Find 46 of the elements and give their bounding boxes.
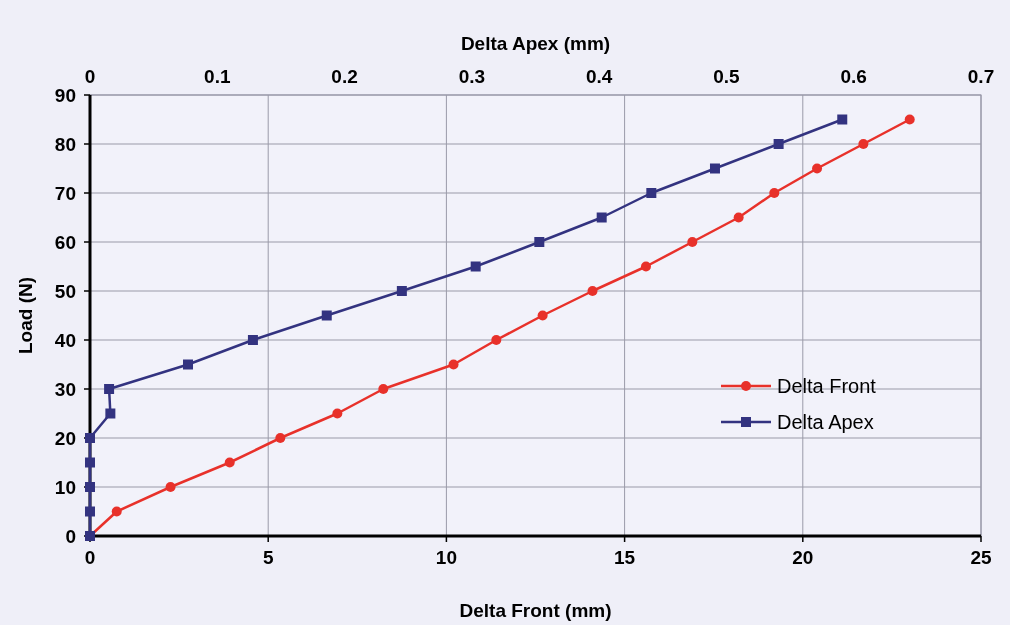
y-axis-title: Load (N): [15, 276, 36, 355]
y-tick-label: 80: [54, 133, 76, 155]
x2-tick-label: 0.6: [840, 66, 867, 87]
y-tick-label: 0: [65, 525, 76, 547]
point: [812, 163, 823, 174]
y-tick-label: 40: [54, 329, 76, 351]
y-tick-label: 30: [54, 378, 76, 400]
point: [448, 359, 459, 370]
point: [224, 457, 235, 468]
point: [378, 384, 389, 394]
y-tick-label: 60: [54, 231, 76, 253]
point: [769, 188, 780, 198]
point: [491, 335, 502, 345]
x-tick-label: 20: [792, 547, 814, 568]
point: [275, 433, 286, 443]
y-tick-label: 90: [54, 84, 76, 106]
point: [687, 237, 698, 247]
y-tick-label: 20: [54, 427, 76, 449]
x2-tick-label: 0.2: [331, 66, 358, 87]
point: [640, 261, 651, 272]
x-tick-label: 25: [970, 547, 992, 568]
x2-axis-title: Delta Apex (mm): [460, 33, 611, 54]
legend-label: Delta Front: [777, 375, 877, 397]
legend-label: Delta Apex: [777, 411, 874, 433]
x-tick-label: 10: [435, 547, 457, 568]
point: [332, 408, 343, 419]
point: [587, 286, 598, 296]
x-tick-label: 0: [84, 547, 96, 568]
point: [904, 114, 915, 125]
y-tick-label: 50: [54, 280, 76, 302]
x2-tick-label: 0.1: [204, 66, 231, 87]
x-tick-label: 5: [262, 547, 274, 568]
x-tick-label: 15: [614, 547, 636, 568]
point: [165, 482, 176, 492]
x-axis-title: Delta Front (mm): [459, 600, 612, 621]
point: [733, 212, 744, 223]
y-tick-label: 70: [54, 182, 76, 204]
x2-tick-label: 0.5: [713, 66, 741, 87]
point: [111, 506, 122, 517]
x2-tick-label: 0.4: [585, 66, 613, 87]
x2-tick-label: 0: [84, 66, 96, 87]
point: [537, 310, 548, 321]
point: [858, 139, 869, 149]
x2-tick-label: 0.3: [458, 66, 486, 87]
x2-tick-label: 0.7: [967, 66, 995, 87]
y-tick-label: 10: [54, 476, 76, 498]
